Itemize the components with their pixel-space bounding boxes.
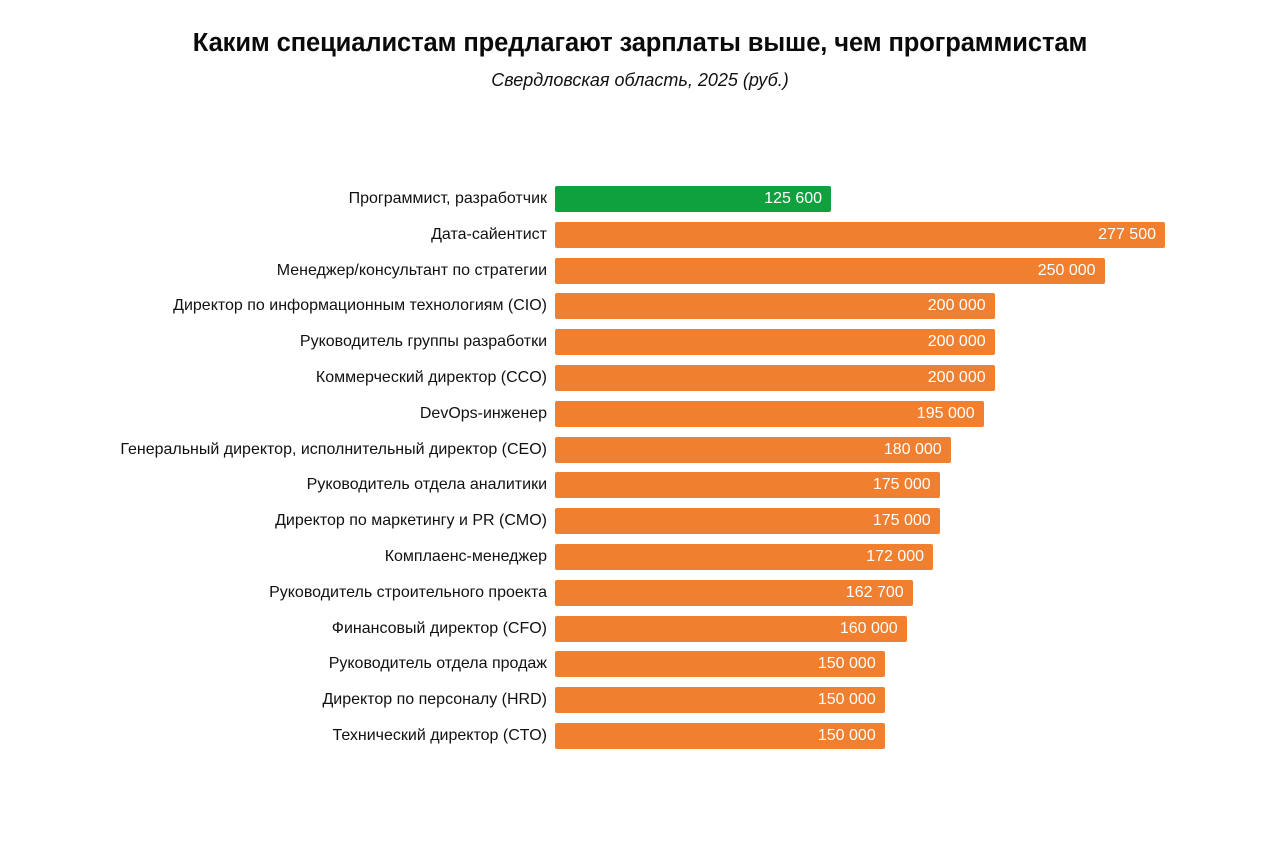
bar[interactable]: 150 000 [555, 651, 885, 678]
bar-track: 200 000 [555, 329, 995, 356]
bar-category-label: Технический директор (CTO) [332, 727, 547, 744]
bar[interactable]: 250 000 [555, 257, 1105, 284]
bar-track: 195 000 [555, 400, 984, 427]
bar[interactable]: 175 000 [555, 472, 940, 499]
bar-track: 150 000 [555, 723, 885, 749]
bar-track: 200 000 [555, 293, 995, 320]
bar-category-label: Руководитель отдела продаж [328, 655, 547, 673]
bar-row: Дата-сайентист 277 500 [0, 221, 1280, 248]
bar-track: 162 700 [555, 579, 913, 606]
bar-row: Технический директор (CTO) 150 000 [0, 723, 1280, 749]
bar-row: Директор по маркетингу и PR (CMO) 175 000 [0, 508, 1280, 535]
bar-value-label: 200 000 [927, 333, 986, 351]
bar[interactable]: 172 000 [555, 544, 934, 570]
bar-value-label: 125 600 [764, 190, 823, 207]
bar-value-label: 172 000 [866, 548, 925, 565]
bar[interactable]: 180 000 [555, 436, 951, 463]
chart-subtitle: Свердловская область, 2025 (руб.) [491, 70, 789, 90]
bar[interactable]: 195 000 [555, 400, 984, 427]
bar-value-label: 200 000 [927, 369, 986, 386]
bar-category-label: Директор по персоналу (HRD) [322, 691, 547, 709]
chart-header: Каким специалистам предлагают зарплаты в… [0, 28, 1280, 91]
bar-row: DevOps-инженер 195 000 [0, 400, 1280, 427]
bar-category-label: Руководитель группы разработки [299, 333, 547, 351]
bar[interactable]: 175 000 [555, 508, 940, 535]
bar-value-label: 250 000 [1037, 261, 1096, 279]
bar-row: Директор по информационным технологиям (… [0, 293, 1280, 320]
bar-row: Комплаенс-менеджер 172 000 [0, 544, 1280, 570]
bar-category-label: Генеральный директор, исполнительный дир… [120, 440, 547, 458]
bar-category-label: Руководитель строительного проекта [269, 583, 547, 601]
bar-row: Менеджер/консультант по стратегии 250 000 [0, 257, 1280, 284]
bar-row: Программист, разработчик 125 600 [0, 186, 1280, 212]
bar-track: 200 000 [555, 365, 995, 391]
bar-category-label: Программист, разработчик [348, 190, 547, 207]
bar-value-label: 162 700 [845, 583, 904, 601]
bar-track: 175 000 [555, 508, 940, 535]
bar-value-label: 277 500 [1098, 225, 1156, 243]
bar-row: Генеральный директор, исполнительный дир… [0, 436, 1280, 463]
bar[interactable]: 160 000 [555, 615, 907, 642]
bar-chart-plot-area: Программист, разработчик 125 600 Дата-сайе… [0, 186, 1280, 750]
bar-track: 150 000 [555, 687, 885, 714]
bar-category-label: Директор по маркетингу и PR (CMO) [275, 512, 547, 530]
bar-category-label: DevOps-инженер [419, 404, 547, 422]
bar-row: Руководитель отдела продаж 150 000 [0, 651, 1280, 678]
bar-value-label: 175 000 [872, 512, 931, 530]
bar[interactable]: 125 600 [555, 186, 832, 212]
bar[interactable]: 150 000 [555, 723, 885, 749]
bar[interactable]: 162 700 [555, 579, 913, 606]
chart-title: Каким специалистам предлагают зарплаты в… [192, 29, 1088, 57]
bar-category-label: Финансовый директор (CFO) [331, 619, 547, 637]
bar-value-label: 180 000 [883, 440, 942, 458]
bar-track: 172 000 [555, 544, 934, 570]
bar-track: 175 000 [555, 472, 940, 499]
bar-category-label: Руководитель отдела аналитики [306, 476, 547, 494]
bar-category-label: Директор по информационным технологиям (… [173, 297, 547, 315]
bar-value-label: 150 000 [817, 655, 876, 673]
bar-row: Финансовый директор (CFO) 160 000 [0, 615, 1280, 642]
bar-value-label: 200 000 [927, 297, 986, 315]
bar-row: Руководитель строительного проекта 162 70… [0, 579, 1280, 606]
bar-track: 125 600 [555, 186, 832, 212]
bar[interactable]: 200 000 [555, 329, 995, 356]
bar-row: Руководитель отдела аналитики 175 000 [0, 472, 1280, 499]
bar-category-label: Комплаенс-менеджер [384, 548, 547, 565]
bar[interactable]: 200 000 [555, 365, 995, 391]
bar[interactable]: 150 000 [555, 687, 885, 714]
bar-category-label: Менеджер/консультант по стратегии [276, 261, 547, 279]
bar-track: 150 000 [555, 651, 885, 678]
bar-track: 250 000 [555, 257, 1105, 284]
bar-row: Руководитель группы разработки 200 000 [0, 329, 1280, 356]
bar-track: 180 000 [555, 436, 951, 463]
bar-row: Директор по персоналу (HRD) 150 000 [0, 687, 1280, 714]
bar-value-label: 160 000 [839, 619, 898, 637]
bar-track: 277 500 [555, 221, 1165, 248]
bar-value-label: 150 000 [817, 691, 876, 709]
bar[interactable]: 277 500 [555, 221, 1165, 248]
bar-category-label: Дата-сайентист [431, 225, 547, 243]
bar-track: 160 000 [555, 615, 907, 642]
bar-value-label: 175 000 [872, 476, 931, 494]
bar-value-label: 150 000 [817, 727, 876, 744]
bar-row: Коммерческий директор (CCO) 200 000 [0, 365, 1280, 391]
bar-value-label: 195 000 [916, 404, 975, 422]
bar[interactable]: 200 000 [555, 293, 995, 320]
bar-category-label: Коммерческий директор (CCO) [315, 369, 547, 386]
